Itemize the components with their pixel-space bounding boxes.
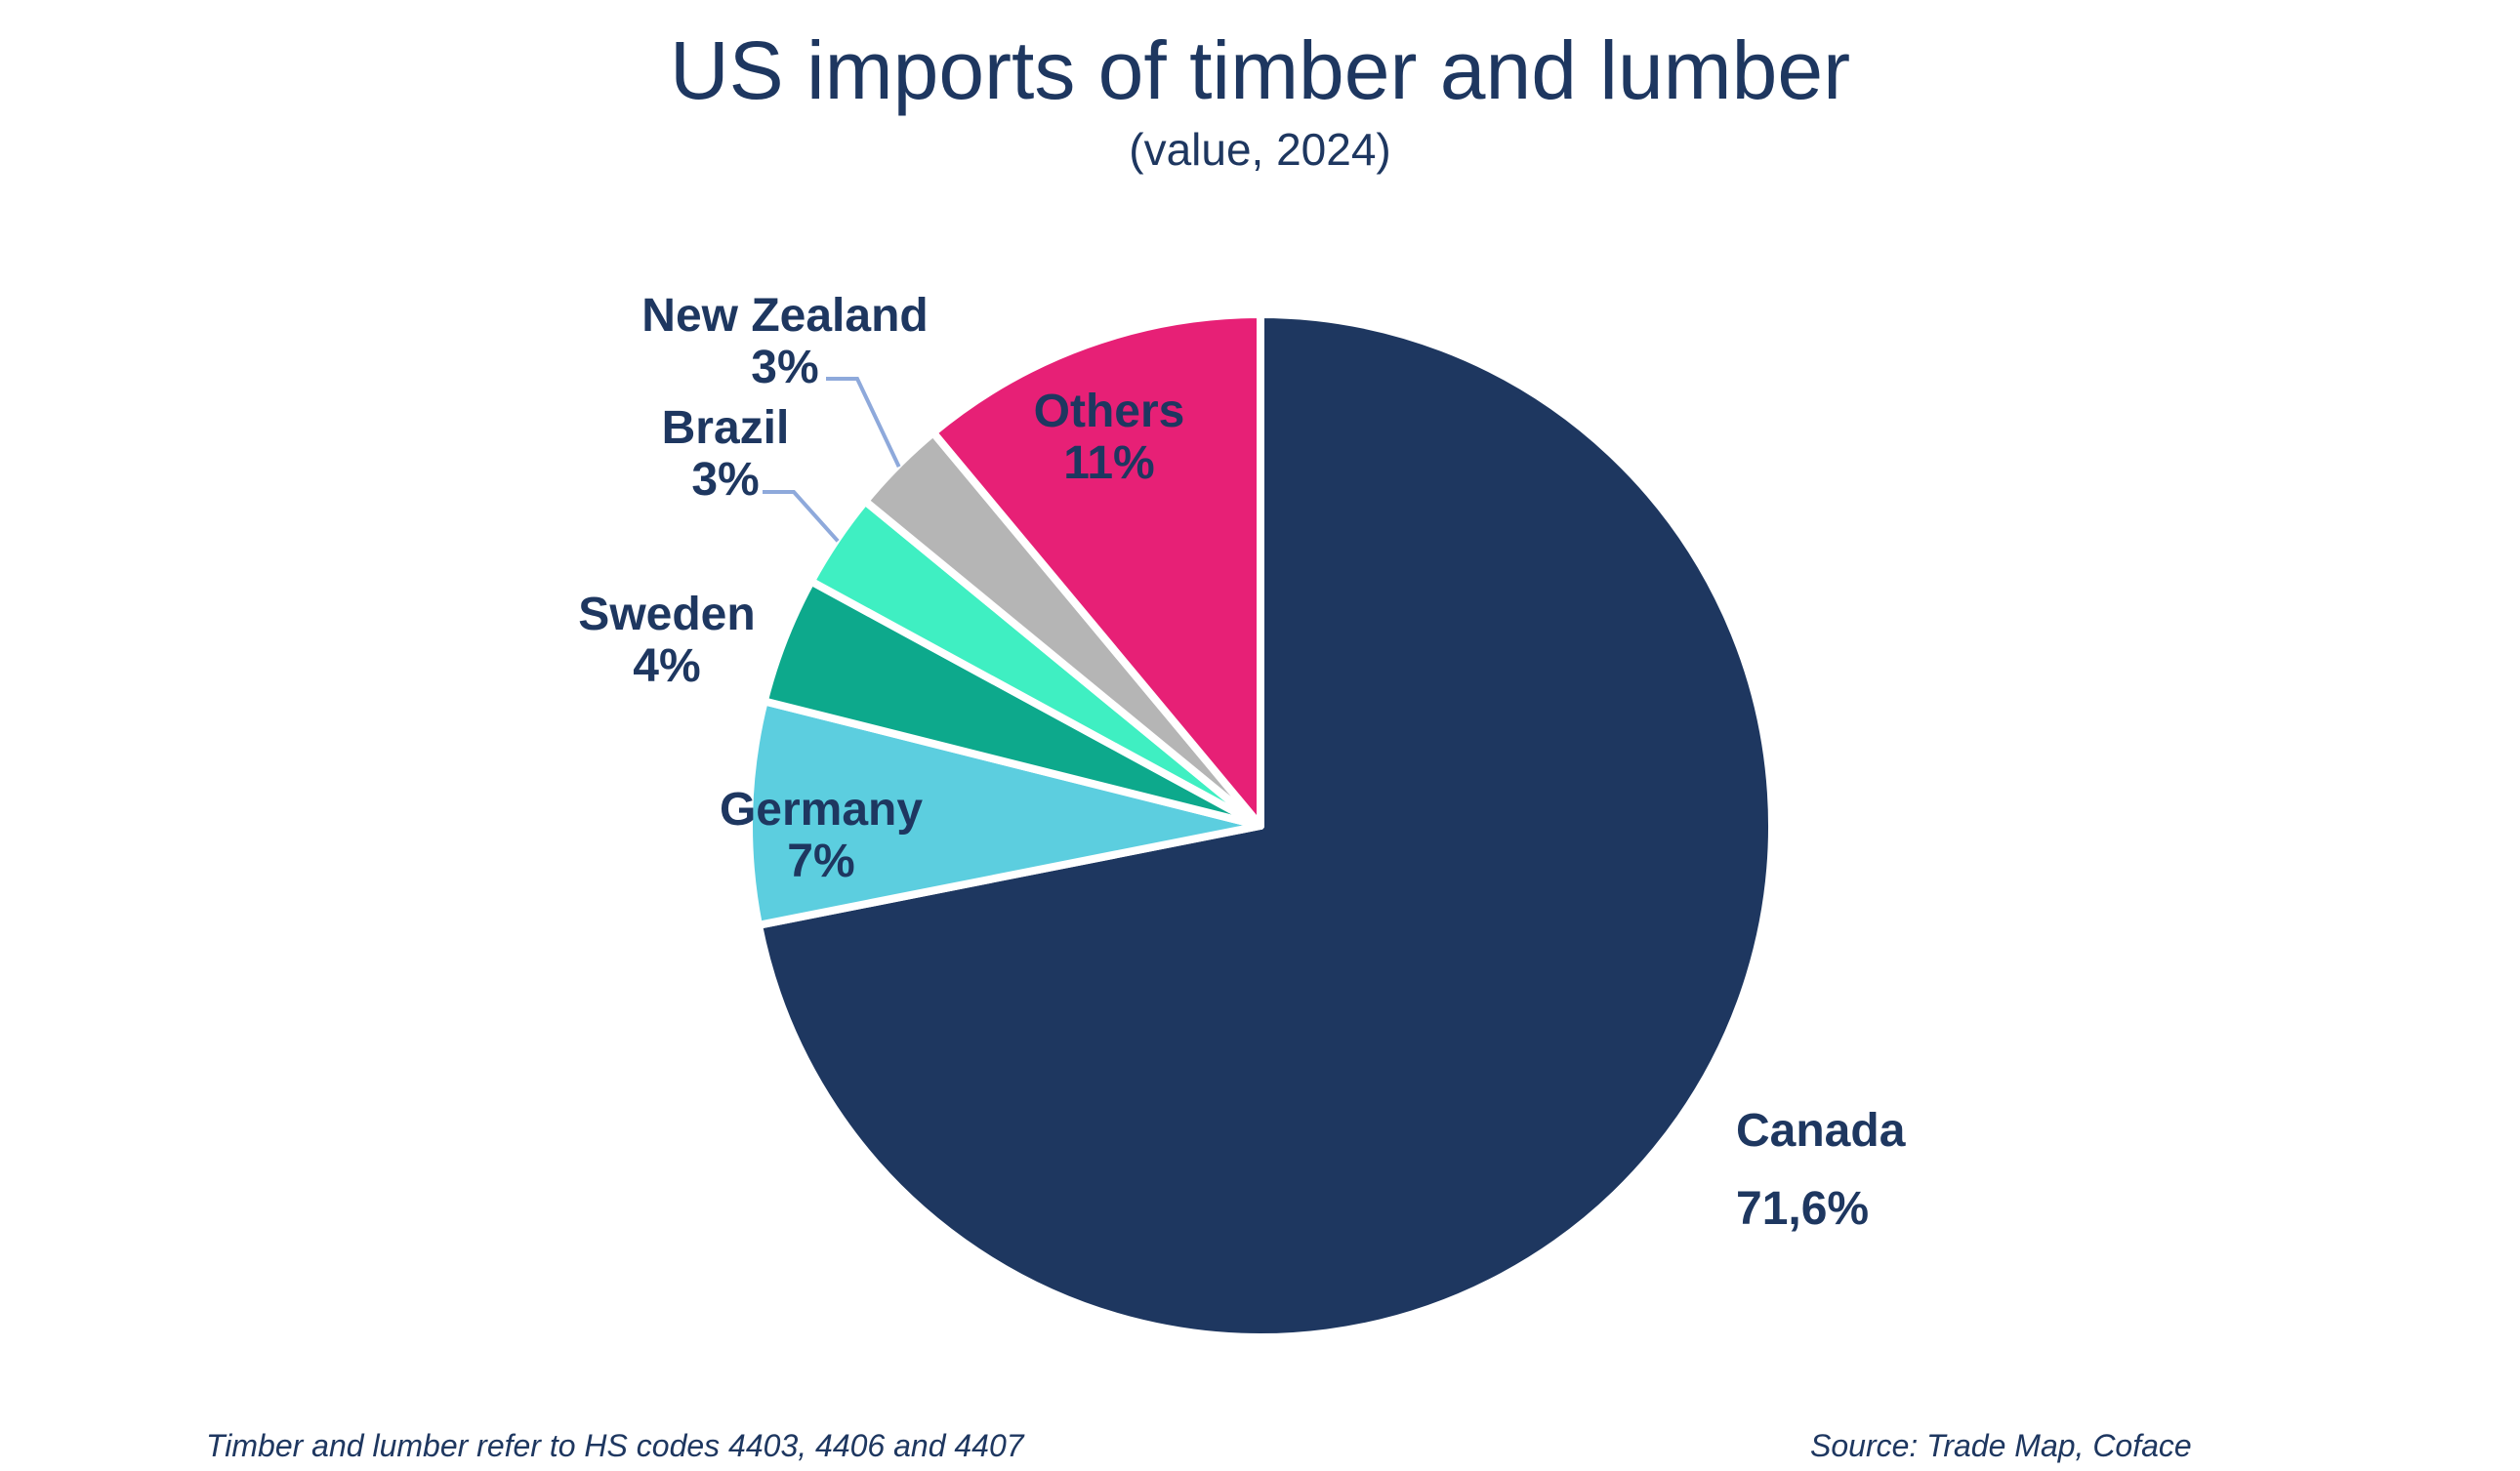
- chart-title: US imports of timber and lumber: [669, 24, 1851, 116]
- title-block: US imports of timber and lumber (value, …: [0, 23, 2520, 176]
- slice-label-new-zealand: New Zealand 3%: [641, 290, 928, 393]
- chart-subtitle: (value, 2024): [1129, 124, 1391, 175]
- pie-slice-germany: [745, 697, 1264, 929]
- slice-label-others: Others 11%: [1034, 386, 1185, 489]
- pie-slice-canada: [754, 310, 1776, 1341]
- slice-label-canada: Canada 71,6%: [1736, 1105, 1905, 1235]
- leader-line-brazil: [763, 490, 840, 543]
- slice-label-germany: Germany 7%: [720, 784, 923, 887]
- slice-label-brazil-name: Brazil: [661, 402, 790, 454]
- slice-label-brazil-value: 3%: [691, 454, 760, 506]
- slice-label-sweden-name: Sweden: [578, 589, 756, 640]
- slice-label-germany-name: Germany: [719, 784, 924, 836]
- leader-line-new-zealand: [826, 377, 901, 468]
- slice-label-brazil: Brazil 3%: [662, 402, 790, 506]
- footnote-text: Timber and lumber refer to HS codes 4403…: [206, 1428, 1024, 1463]
- slice-label-canada-name: Canada: [1736, 1105, 1906, 1157]
- slice-label-germany-value: 7%: [787, 836, 855, 887]
- source-text: Source: Trade Map, Coface: [1810, 1428, 2192, 1463]
- slice-label-new-zealand-name: New Zealand: [641, 290, 929, 342]
- slice-label-sweden: Sweden 4%: [578, 589, 755, 692]
- slice-label-sweden-value: 4%: [633, 640, 701, 692]
- slice-label-canada-value: 71,6%: [1736, 1183, 1870, 1235]
- slice-label-others-value: 11%: [1063, 437, 1155, 489]
- slice-label-new-zealand-value: 3%: [751, 342, 819, 393]
- slice-label-others-name: Others: [1033, 386, 1185, 437]
- pie-slice-others: [929, 310, 1264, 830]
